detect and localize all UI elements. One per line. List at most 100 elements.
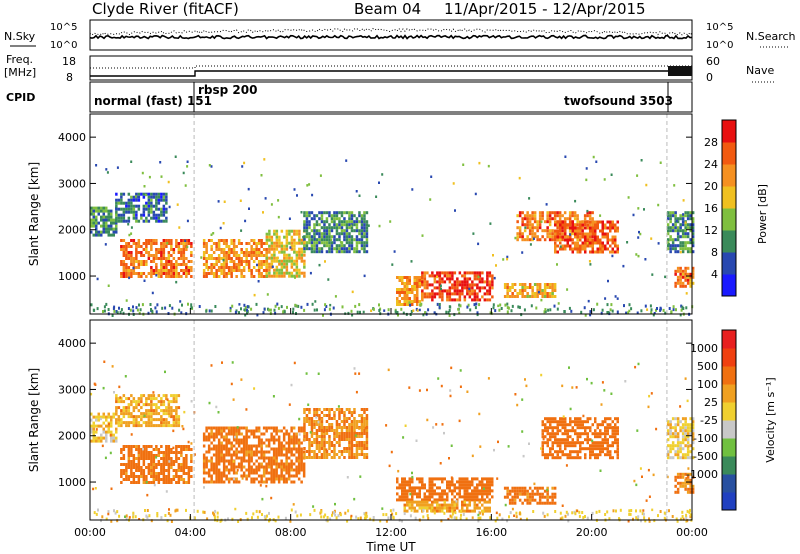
- velocity-heatmap-cell: [315, 429, 319, 432]
- power-heatmap-cell: [594, 232, 597, 236]
- power-heatmap-cell: [318, 232, 321, 236]
- power-noise-speckle: [528, 294, 531, 298]
- velocity-heatmap-cell: [162, 394, 166, 398]
- velocity-noise-speckle: [296, 514, 299, 518]
- velocity-heatmap-cell: [428, 492, 431, 496]
- velocity-heatmap-cell: [310, 426, 314, 429]
- power-heatmap-cell: [115, 207, 118, 211]
- velocity-heatmap-cell: [606, 438, 609, 442]
- power-heatmap-cell: [115, 192, 118, 196]
- power-heatmap-cell: [105, 224, 108, 228]
- power-heatmap-cell: [684, 275, 687, 279]
- power-heatmap-cell: [403, 285, 406, 288]
- velocity-heatmap-cell: [125, 412, 128, 416]
- power-noise-speckle: [659, 308, 662, 312]
- power-heatmap-cell: [338, 223, 341, 227]
- velocity-heatmap-cell: [270, 477, 273, 481]
- velocity-heatmap-cell: [315, 453, 319, 456]
- velocity-heatmap-cell: [360, 447, 364, 450]
- power-heatmap-cell: [320, 250, 324, 254]
- velocity-heatmap-cell: [483, 477, 486, 481]
- velocity-heatmap-cell: [446, 503, 449, 507]
- power-noise-speckle: [680, 308, 683, 312]
- power-heatmap-cell: [589, 226, 592, 230]
- power-heatmap-cell: [162, 239, 166, 242]
- power-heatmap-cell: [686, 235, 690, 239]
- power-heatmap-cell: [433, 286, 437, 290]
- power-noise-speckle: [589, 313, 592, 317]
- power-heatmap-cell: [684, 229, 687, 233]
- velocity-heatmap-cell: [431, 495, 434, 499]
- freq-unit: [MHz]: [4, 66, 36, 79]
- velocity-heatmap-cell: [165, 409, 168, 413]
- power-heatmap-cell: [285, 244, 289, 248]
- power-heatmap-cell: [523, 223, 527, 227]
- power-heatmap-cell: [669, 211, 672, 215]
- power-heatmap-cell: [285, 247, 289, 251]
- power-heatmap-cell: [167, 251, 171, 254]
- power-heatmap-cell: [365, 211, 369, 215]
- power-heatmap-cell: [476, 271, 479, 275]
- velocity-heatmap-cell: [473, 503, 476, 507]
- velocity-heatmap-cell: [142, 403, 146, 407]
- velocity-heatmap-cell: [240, 441, 243, 445]
- velocity-heatmap-cell: [132, 397, 136, 401]
- velocity-noise-speckle: [176, 508, 179, 512]
- velocity-heatmap-cell: [140, 469, 143, 472]
- velocity-heatmap-cell: [328, 426, 331, 429]
- velocity-heatmap-cell: [162, 421, 166, 425]
- power-heatmap-cell: [137, 219, 141, 223]
- power-noise-speckle: [269, 308, 272, 312]
- velocity-heatmap-cell: [363, 423, 366, 426]
- velocity-heatmap-cell: [187, 469, 191, 472]
- velocity-heatmap-cell: [318, 447, 321, 450]
- velocity-heatmap-cell: [297, 450, 301, 454]
- power-heatmap-cell: [202, 251, 206, 254]
- power-heatmap-cell: [160, 248, 163, 251]
- velocity-heatmap-cell: [287, 441, 291, 445]
- power-heatmap-cell: [167, 254, 171, 257]
- velocity-heatmap-cell: [255, 450, 258, 454]
- velocity-noise-speckle: [387, 516, 390, 520]
- velocity-heatmap-cell: [280, 441, 283, 445]
- velocity-heatmap-cell: [471, 498, 474, 502]
- velocity-heatmap-cell: [180, 469, 183, 472]
- power-heatmap-cell: [406, 282, 409, 285]
- velocity-heatmap-cell: [418, 480, 421, 484]
- velocity-heatmap-cell: [456, 503, 459, 507]
- power-heatmap-cell: [167, 260, 171, 263]
- power-heatmap-cell: [486, 271, 489, 275]
- power-heatmap-cell: [155, 216, 158, 220]
- velocity-heatmap-cell: [160, 478, 163, 481]
- velocity-heatmap-cell: [252, 480, 256, 484]
- power-noise-speckle: [412, 309, 415, 312]
- velocity-heatmap-cell: [290, 459, 293, 463]
- velocity-heatmap-cell: [313, 441, 316, 444]
- power-heatmap-cell: [120, 245, 123, 248]
- velocity-heatmap-cell: [250, 447, 253, 451]
- power-heatmap-cell: [142, 248, 146, 251]
- power-heatmap-cell: [428, 274, 432, 278]
- velocity-heatmap-cell: [222, 468, 226, 472]
- velocity-heatmap-cell: [310, 456, 314, 459]
- power-heatmap-cell: [398, 294, 401, 297]
- power-heatmap-cell: [421, 294, 424, 297]
- velocity-heatmap-cell: [686, 481, 690, 485]
- velocity-heatmap-cell: [152, 454, 156, 457]
- velocity-heatmap-cell: [267, 477, 271, 481]
- power-heatmap-cell: [679, 241, 682, 245]
- velocity-heatmap-cell: [230, 444, 233, 448]
- velocity-heatmap-cell: [606, 429, 609, 433]
- velocity-heatmap-cell: [669, 420, 672, 424]
- power-heatmap-cell: [127, 251, 131, 254]
- power-noise-speckle: [107, 308, 110, 311]
- power-heatmap-cell: [423, 295, 427, 299]
- power-heatmap-cell: [340, 241, 344, 245]
- velocity-noise-speckle: [477, 516, 480, 520]
- velocity-heatmap-cell: [122, 412, 126, 416]
- power-heatmap-cell: [137, 272, 141, 275]
- power-heatmap-cell: [599, 250, 602, 254]
- velocity-heatmap-cell: [669, 426, 672, 430]
- power-heatmap-cell: [303, 253, 306, 257]
- power-heatmap-cell: [303, 235, 306, 239]
